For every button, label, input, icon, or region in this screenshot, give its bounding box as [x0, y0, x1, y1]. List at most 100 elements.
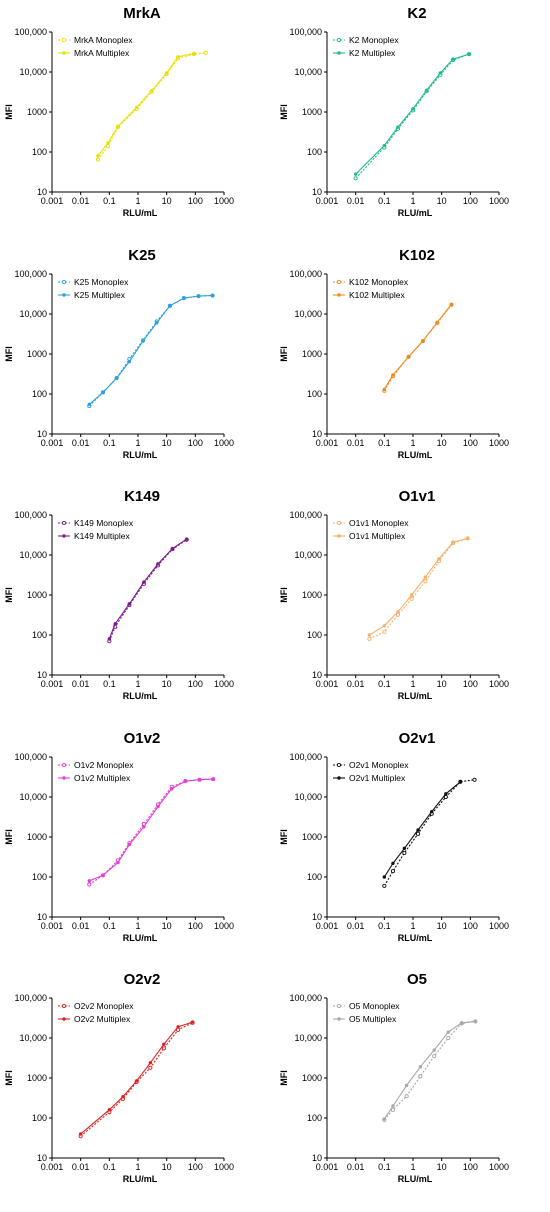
x-tick-label: 1000 — [489, 196, 509, 206]
data-point — [432, 1048, 436, 1053]
chart-svg: MrkA 10 100 1000 10,000 100,000 0.001 0.01 0.1 1 1… — [4, 5, 234, 218]
x-tick-label: 100 — [188, 1162, 203, 1172]
series-line-multiplex — [97, 52, 195, 157]
data-point — [458, 779, 463, 784]
data-point — [391, 372, 395, 377]
chart-svg: O2v2 10 100 1000 10,000 100,000 0.001 0.01 0.1 1 1… — [4, 971, 234, 1184]
x-axis-label: RLU/mL — [398, 450, 433, 460]
x-tick-label: 0.1 — [378, 196, 391, 206]
data-point — [411, 107, 415, 111]
legend-label: K149 Monoplex — [74, 518, 134, 528]
data-point — [415, 831, 421, 836]
data-point — [396, 610, 400, 614]
y-axis-label: MFI — [279, 829, 289, 845]
x-tick-label: 100 — [463, 921, 478, 931]
y-tick-label: 1000 — [302, 349, 322, 359]
data-point — [435, 320, 439, 324]
data-point — [390, 1108, 396, 1113]
x-tick-label: 100 — [188, 438, 203, 448]
data-point — [472, 777, 477, 782]
x-tick-label: 0.1 — [378, 921, 391, 931]
data-point — [367, 633, 372, 637]
y-tick-label: 1000 — [302, 1073, 322, 1083]
data-point — [127, 602, 132, 606]
chart-svg: K149 10 100 1000 10,000 100,000 0.001 0.01 0.1 1 1… — [4, 488, 234, 701]
legend-marker — [61, 37, 67, 43]
data-point — [134, 1079, 139, 1083]
x-tick-label: 0.1 — [378, 679, 391, 689]
y-tick-label: 100,000 — [14, 752, 47, 762]
chart-svg: O2v1 10 100 1000 10,000 100,000 0.001 0.01 0.1 1 1… — [279, 730, 509, 943]
data-point — [176, 1025, 180, 1029]
y-tick-label: 10 — [312, 429, 322, 439]
data-point — [446, 1030, 450, 1035]
chart-svg: O1v1 10 100 1000 10,000 100,000 0.001 0.01 0.1 1 1… — [279, 488, 509, 701]
x-tick-label: 1000 — [489, 679, 509, 689]
series-line-multiplex — [355, 53, 470, 175]
x-axis-label: RLU/mL — [398, 208, 433, 218]
x-tick-label: 1000 — [489, 438, 509, 448]
y-tick-label: 10 — [312, 187, 322, 197]
data-point — [423, 579, 428, 584]
legend-label: O2v1 Monoplex — [349, 760, 409, 770]
y-tick-label: 100,000 — [14, 27, 47, 37]
data-point — [423, 575, 428, 580]
data-point — [106, 141, 110, 145]
x-tick-label: 0.001 — [41, 196, 64, 206]
data-point — [183, 779, 188, 783]
legend-marker — [61, 279, 67, 284]
y-tick-label: 100 — [307, 630, 322, 640]
y-tick-label: 100,000 — [289, 27, 322, 37]
chart-panel-o2v1: O2v1 10 100 1000 10,000 100,000 0.001 0.01 0.1 1 1… — [275, 725, 550, 971]
data-point — [155, 320, 159, 325]
legend-label: K149 Multiplex — [74, 531, 131, 541]
chart-title: K149 — [124, 488, 160, 505]
x-tick-label: 10 — [437, 679, 447, 689]
chart-svg: O5 10 100 1000 10,000 100,000 0.001 0.01 0.1 1 10 1… — [279, 971, 509, 1184]
x-axis-label: RLU/mL — [123, 1174, 158, 1184]
data-point — [101, 390, 105, 394]
legend-marker — [337, 1017, 341, 1022]
x-tick-label: 10 — [162, 438, 172, 448]
series-line-monoplex — [108, 539, 188, 642]
data-point — [105, 144, 111, 149]
chart-panel-o1v1: O1v1 10 100 1000 10,000 100,000 0.001 0.01 0.1 1 1… — [275, 483, 550, 729]
legend-label: K2 Monoplex — [349, 35, 399, 45]
series-line-monoplex — [88, 294, 213, 406]
data-point — [460, 1021, 464, 1025]
legend-marker — [62, 292, 66, 297]
y-tick-label: 1000 — [302, 832, 322, 842]
x-tick-label: 0.001 — [316, 921, 339, 931]
y-tick-label: 10 — [312, 1153, 322, 1163]
x-tick-label: 1 — [410, 921, 415, 931]
chart-title: K102 — [399, 247, 435, 264]
y-tick-label: 100 — [32, 630, 47, 640]
legend-marker — [62, 534, 66, 538]
x-tick-label: 10 — [162, 679, 172, 689]
y-tick-label: 10 — [37, 670, 47, 680]
y-tick-label: 1000 — [302, 590, 322, 600]
x-axis-label: RLU/mL — [123, 691, 158, 701]
x-tick-label: 0.1 — [103, 438, 116, 448]
y-tick-label: 100 — [32, 389, 47, 399]
legend-marker — [337, 292, 341, 297]
x-tick-label: 100 — [188, 679, 203, 689]
y-tick-label: 1000 — [27, 107, 47, 117]
y-tick-label: 10,000 — [294, 67, 322, 77]
data-point — [211, 777, 215, 781]
y-tick-label: 10 — [37, 187, 47, 197]
chart-svg: K25 10 100 1000 10,000 100,000 0.001 0.01 0.1 1 10… — [4, 247, 234, 460]
legend-label: O1v1 Monoplex — [349, 518, 409, 528]
chart-title: O1v2 — [124, 730, 161, 747]
legend-marker — [62, 51, 66, 55]
data-point — [432, 1054, 437, 1059]
legend-label: K25 Multiplex — [74, 290, 126, 300]
x-tick-label: 1000 — [214, 196, 234, 206]
data-point — [196, 294, 201, 298]
chart-title: K2 — [407, 5, 426, 22]
data-point — [162, 1042, 166, 1047]
series-line-monoplex — [383, 778, 475, 886]
data-point — [127, 842, 132, 846]
data-point — [156, 804, 160, 808]
y-tick-label: 10,000 — [19, 792, 47, 802]
